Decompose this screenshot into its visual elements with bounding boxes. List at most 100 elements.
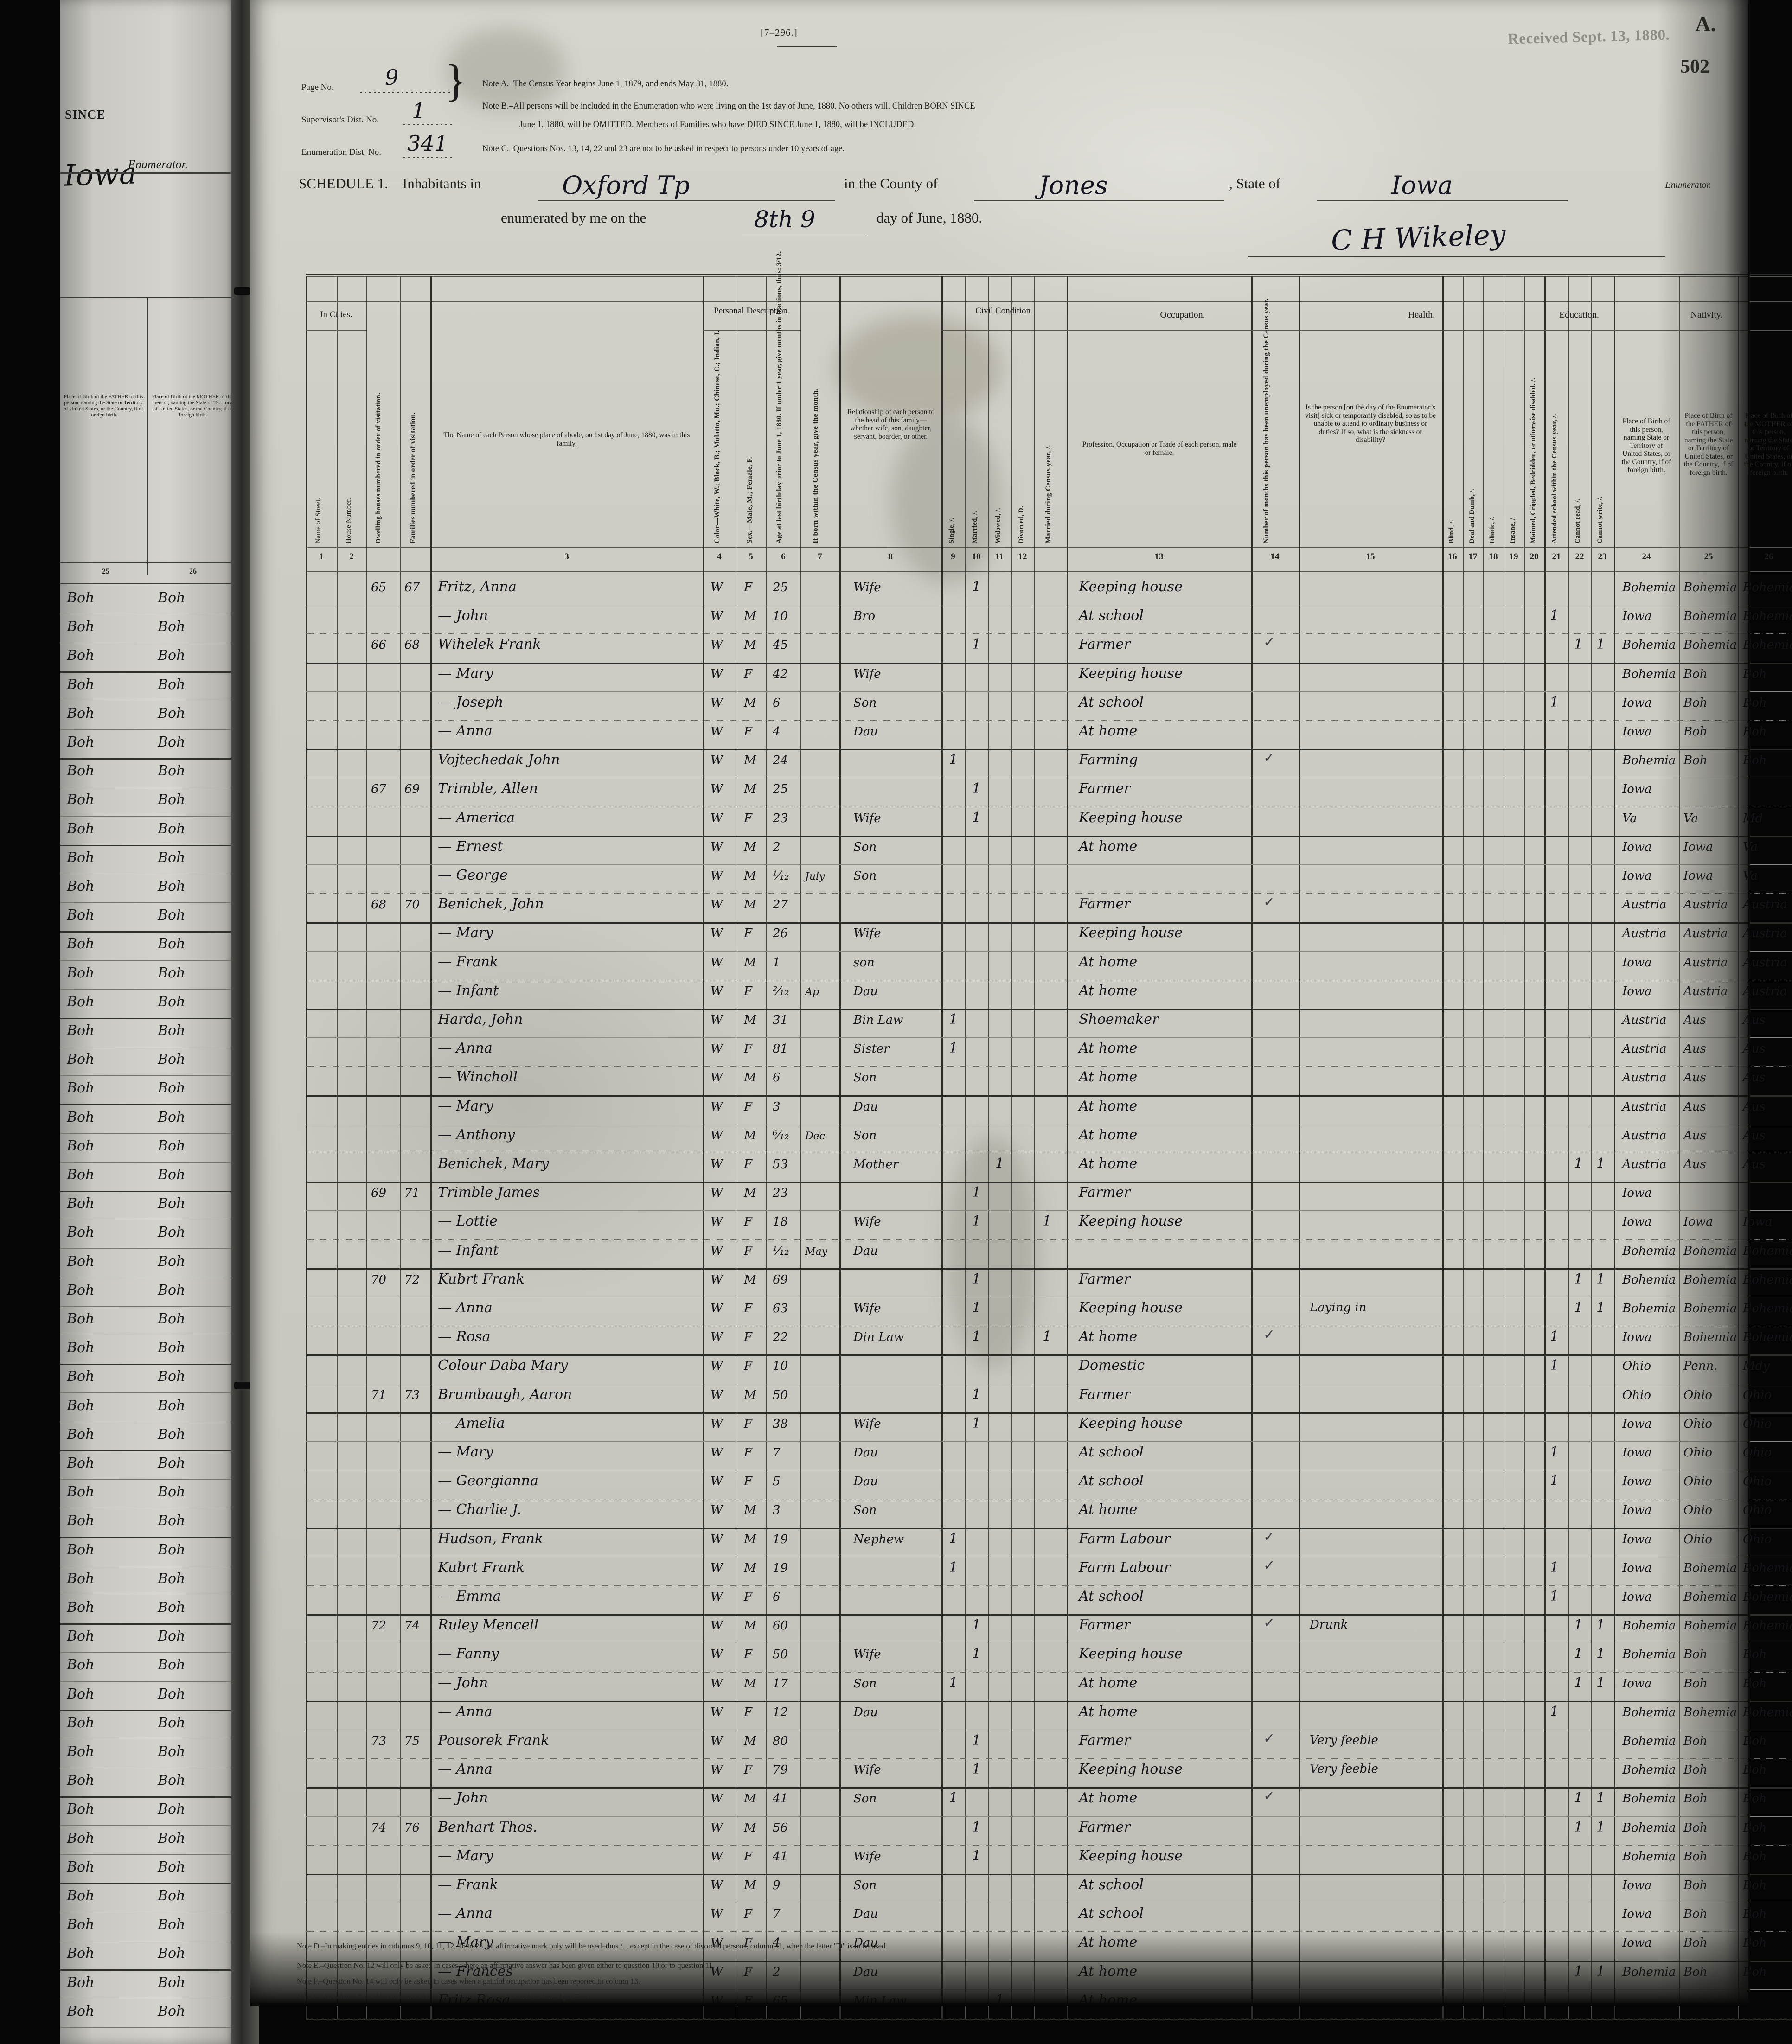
cell-family-number: 74 [404, 1619, 420, 1633]
family-divider-rule [306, 1009, 1792, 1010]
enumeration-day-value: 8th 9 [754, 206, 815, 233]
cell-birth-month: May [805, 1246, 828, 1258]
prev-col25-cell: Boh [67, 1253, 95, 1270]
cell-occupation: Farmer [1079, 1386, 1131, 1403]
cell-sex: F [744, 1763, 753, 1777]
county-value: Jones [1039, 171, 1108, 200]
mark-married: 1 [972, 780, 981, 797]
cell-person-name: — Anna [438, 1905, 493, 1922]
cell-relationship: Son [853, 1128, 877, 1143]
cell-dwelling-number: 69 [371, 1186, 387, 1201]
column-number: 24 [1642, 552, 1651, 562]
cell-age: 10 [773, 609, 788, 624]
row-divider-faint [306, 1441, 1792, 1442]
cell-birth-month: Dec [805, 1130, 825, 1142]
cell-person-name: — Emma [438, 1588, 501, 1604]
prev-col26-cell: Boh [158, 1859, 186, 1875]
column-rule [965, 276, 966, 2019]
column-number: 1 [319, 552, 324, 562]
cell-color: W [710, 1849, 723, 1864]
family-divider-rule [306, 1787, 1792, 1789]
column-rule [430, 276, 432, 2019]
mark-married: 1 [972, 579, 981, 595]
column-header-block: Profession, Occupation or Trade of each … [1082, 441, 1237, 457]
mark-unemployed: ✓ [1263, 634, 1275, 651]
mark-unemployed: ✓ [1263, 1327, 1275, 1343]
cell-person-name: Trimble, Allen [438, 780, 538, 797]
cell-birthplace: Iowa [1622, 1446, 1652, 1460]
group-header-underrule [941, 330, 1067, 331]
row-divider-dotted [306, 633, 1792, 634]
cell-sickness: Drunk [1310, 1618, 1348, 1632]
cell-age: ¹⁄₁₂ [773, 1244, 789, 1258]
mark-cannot-read: 1 [1574, 1646, 1583, 1662]
cell-sex: M [744, 1532, 756, 1546]
cell-occupation: Keeping house [1079, 1415, 1183, 1431]
cell-person-name: Kubrt Frank [438, 1271, 525, 1287]
cell-person-name: — Mary [438, 1098, 493, 1114]
prev-col25-cell: Boh [67, 1801, 95, 1818]
cell-color: W [710, 1676, 723, 1691]
group-header-underrule [703, 330, 800, 331]
cell-birthplace: Ohio [1622, 1388, 1651, 1402]
prev-col26-cell: Boh [158, 993, 186, 1010]
column-number: 3 [564, 552, 569, 562]
cell-mother-birthplace: Bohemia [1743, 581, 1792, 594]
prev-col26-cell: Boh [158, 734, 186, 750]
cell-age: 41 [773, 1849, 788, 1864]
cell-occupation: Farmer [1079, 636, 1131, 653]
cell-birthplace: Iowa [1622, 840, 1652, 854]
note-c: Note C.–Questions Nos. 13, 14, 22 and 23… [482, 144, 845, 153]
prev-col26-cell: Boh [158, 1397, 186, 1414]
column-header-rule [306, 547, 1792, 548]
cell-occupation: Farmer [1079, 1732, 1131, 1749]
column-number: 13 [1154, 552, 1164, 562]
cell-color: W [710, 1013, 723, 1027]
prev-col25-cell: Boh [67, 1916, 95, 1933]
cell-color: W [710, 840, 723, 854]
footnote-g: Note G.–In column 7 an abbreviation in t… [297, 1993, 589, 2001]
cell-occupation: Farming [1079, 752, 1138, 768]
cell-age: 23 [773, 1186, 788, 1201]
mark-cannot-read: 1 [1574, 636, 1583, 653]
cell-occupation: At school [1079, 1444, 1144, 1460]
cell-relationship: Nephew [853, 1532, 904, 1546]
cell-sickness: Laying in [1310, 1301, 1367, 1315]
prev-col25-cell: Boh [67, 647, 95, 664]
cell-birthplace: Iowa [1622, 1561, 1652, 1575]
row-divider-faint [306, 1816, 1792, 1817]
mark-cannot-write: 1 [1596, 1300, 1606, 1316]
cell-age: 22 [773, 1330, 788, 1345]
cell-birthplace: Iowa [1622, 725, 1652, 739]
cell-relationship: Dau [853, 984, 878, 998]
cell-family-number: 70 [404, 898, 420, 912]
row-divider-dotted [306, 1672, 1792, 1673]
mark-cannot-write: 1 [1596, 1271, 1606, 1287]
township-value: Oxford Tp [562, 171, 690, 200]
column-number: 19 [1509, 552, 1518, 562]
column-number: 8 [888, 552, 893, 562]
cell-family-number: 68 [404, 638, 420, 652]
cell-birthplace: Iowa [1622, 984, 1652, 998]
cell-age: 4 [773, 725, 781, 739]
cell-age: 31 [773, 1013, 788, 1027]
cell-color: W [710, 1417, 723, 1431]
mark-married: 1 [972, 1761, 981, 1778]
cell-sex: M [744, 840, 756, 854]
cell-occupation: Domestic [1079, 1357, 1145, 1374]
mark-attended-school: 1 [1550, 1473, 1559, 1489]
cell-relationship: Dau [853, 1244, 878, 1258]
cell-person-name: — Rosa [438, 1329, 491, 1345]
cell-person-name: — Georgianna [438, 1473, 538, 1489]
prev-col25-cell: Boh [67, 1022, 95, 1039]
row-divider-dotted [306, 1585, 1792, 1586]
group-header-underrule [306, 330, 366, 331]
prev-enumerator-label: Enumerator. [128, 158, 188, 171]
prev-col26-cell: Boh [158, 1051, 186, 1068]
cell-color: W [710, 1705, 723, 1719]
cell-age: 26 [773, 926, 788, 941]
cell-relationship: Son [853, 840, 877, 854]
prev-col26-cell: Boh [158, 1744, 186, 1760]
cell-occupation: At home [1079, 1156, 1138, 1172]
